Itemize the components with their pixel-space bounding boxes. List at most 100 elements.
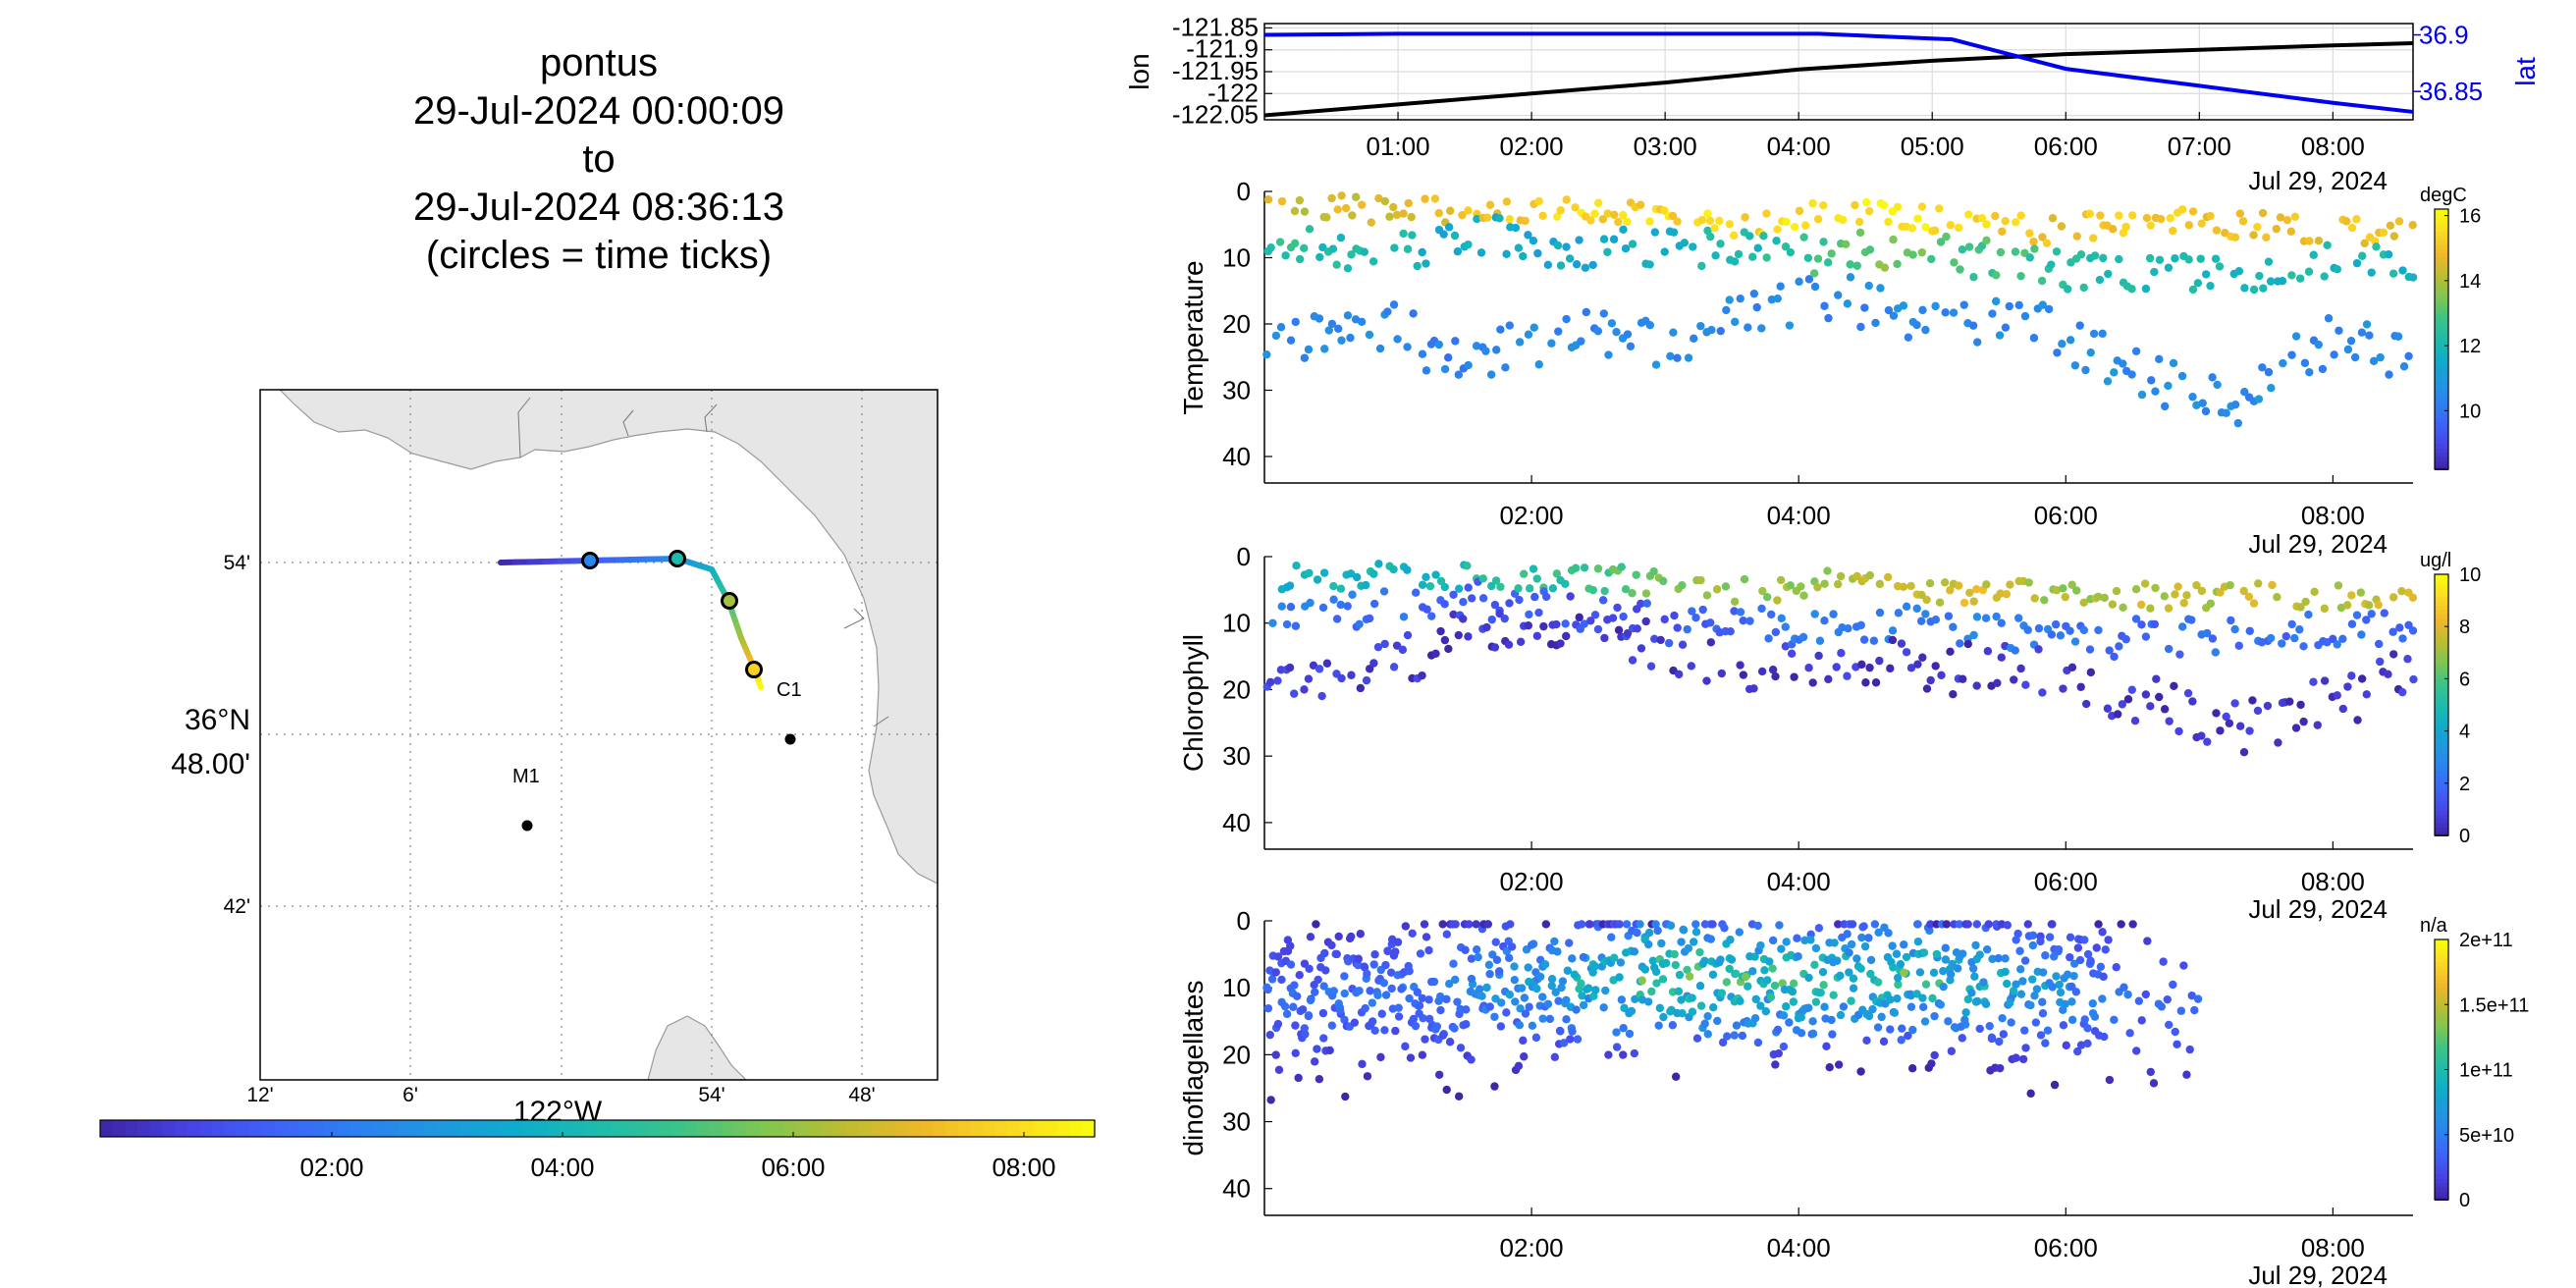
chlorophyll-point (1619, 612, 1628, 621)
temperature-point (1482, 213, 1492, 222)
dinoflagellates-point (1744, 982, 1752, 991)
chlorophyll-colorbar-swatch (2435, 778, 2448, 784)
chlorophyll-colorbar-swatch (2435, 578, 2448, 584)
chlorophyll-point (1336, 600, 1345, 610)
temperature-point (2240, 284, 2249, 293)
dinoflagellates-point (1902, 952, 1911, 962)
dinoflagellates-point (1773, 1025, 1783, 1035)
chlorophyll-point (1290, 689, 1299, 698)
temperature-point (1645, 260, 1654, 269)
temperature-point (1565, 254, 1575, 263)
dinoflagellates-point (1354, 954, 1364, 963)
dinoflagellates-point (1713, 1016, 1722, 1026)
chlorophyll-colorbar-swatch (2435, 682, 2448, 689)
dinoflagellates-colorbar-swatch (2435, 999, 2448, 1006)
dinoflagellates-point (1318, 1008, 1328, 1018)
dinoflagellates-point (1465, 920, 1474, 929)
temperature-point (1982, 236, 1991, 245)
dinoflagellates-point (1445, 980, 1454, 989)
chlorophyll-point (1598, 596, 1608, 605)
temperature-point (1668, 211, 1678, 221)
dinoflagellates-point (1620, 1003, 1629, 1013)
chlorophyll-point (2376, 657, 2385, 667)
chlorophyll-date-label: Jul 29, 2024 (2248, 894, 2388, 924)
chlorophyll-point (2211, 648, 2220, 657)
chlorophyll-point (2146, 702, 2155, 711)
temperature-point (1884, 217, 1893, 227)
temperature-point (1988, 309, 1997, 318)
chlorophyll-point (2254, 579, 2263, 588)
dinoflagellates-point (1273, 1019, 1283, 1029)
dinoflagellates-point (1485, 1002, 1494, 1011)
chlorophyll-point (2010, 675, 2018, 684)
time-colorbar-swatch (1020, 1120, 1034, 1137)
chlorophyll-point (1623, 629, 1633, 638)
temperature-ylabel: Temperature (1178, 260, 1208, 414)
dinoflagellates-colorbar-swatch (2435, 952, 2448, 958)
chlorophyll-point (2253, 706, 2263, 716)
temperature-point (1357, 200, 1367, 209)
dinoflagellates-point (1274, 1065, 1284, 1075)
dinoflagellates-point (1325, 1046, 1334, 1055)
dinoflagellates-colorbar-swatch (2435, 969, 2448, 976)
temperature-point (1734, 249, 1744, 259)
station-m1-dot (521, 820, 533, 832)
dinoflagellates-point (1958, 1034, 1966, 1043)
chlorophyll-point (1593, 564, 1603, 573)
temperature-point (2309, 250, 2318, 259)
dinoflagellates-point (1484, 960, 1494, 969)
dinoflagellates-point (1942, 920, 1952, 929)
dinoflagellates-point (1802, 1003, 1811, 1013)
temperature-point (2141, 284, 2151, 294)
temperature-colorbar-swatch (2435, 261, 2448, 267)
temperature-point (1791, 222, 1799, 232)
temperature-point (1300, 353, 1310, 362)
temperature-point (1399, 229, 1408, 239)
dinoflagellates-point (1547, 975, 1557, 984)
chlorophyll-point (1440, 600, 1449, 609)
temperature-colorbar-swatch (2435, 283, 2448, 289)
chlorophyll-point (2140, 579, 2150, 588)
chlorophyll-point (1721, 582, 1731, 591)
chlorophyll-point (1992, 612, 2001, 621)
temperature-point (2206, 211, 2215, 221)
temperature-point (1977, 242, 1987, 250)
time-colorbar-swatch (920, 1120, 935, 1137)
chlorophyll-point (2397, 587, 2406, 596)
temperature-point (2192, 401, 2201, 409)
dinoflagellates-point (1413, 988, 1422, 996)
chlorophyll-colorbar-swatch (2435, 827, 2448, 832)
dinoflagellates-point (1900, 968, 1908, 977)
dinoflagellates-colorbar-swatch (2435, 1155, 2448, 1162)
chlorophyll-point (1292, 562, 1301, 570)
temperature-point (1501, 363, 1510, 372)
chlorophyll-colorbar-swatch (2435, 774, 2448, 780)
temperature-point (1876, 284, 1885, 293)
dinoflagellates-point (1472, 945, 1481, 954)
lonlat-ytick-label: -121.85 (1172, 12, 1259, 41)
temperature-point (1628, 240, 1637, 248)
temperature-point (2262, 233, 2271, 242)
station-c1-dot (784, 733, 796, 745)
temperature-point (1782, 217, 1791, 227)
chlorophyll-point (2320, 604, 2330, 614)
chlorophyll-point (1590, 611, 1600, 619)
chlorophyll-point (1519, 569, 1529, 578)
temperature-point (2076, 249, 2086, 259)
dinoflagellates-point (1467, 974, 1476, 984)
temperature-point (2070, 361, 2080, 370)
chlorophyll-point (2059, 684, 2067, 693)
dinoflagellates-colorbar-swatch (2435, 1186, 2448, 1193)
dinoflagellates-point (1550, 1052, 1560, 1061)
dinoflagellates-point (1864, 1011, 1874, 1021)
chlorophyll-point (1832, 663, 1841, 671)
chlorophyll-point (2290, 633, 2299, 643)
chlorophyll-point (1804, 664, 1813, 672)
chlorophyll-colorbar-swatch (2435, 730, 2448, 737)
temperature-point (1921, 325, 1930, 335)
temperature-point (1964, 210, 1973, 219)
temperature-colorbar-swatch (2435, 287, 2448, 293)
map-lat-tick: 54' (224, 552, 250, 574)
temperature-point (1651, 360, 1661, 369)
temperature-colorbar-swatch (2435, 326, 2448, 332)
